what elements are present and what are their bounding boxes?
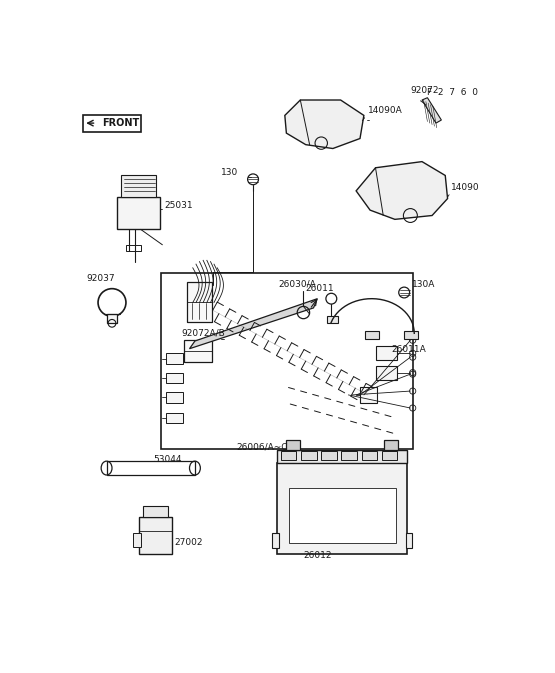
Bar [118,197,160,229]
Text: 130A: 130A [412,280,435,289]
Bar [107,314,118,323]
Text: 130: 130 [220,168,238,177]
Text: 14090A: 14090A [368,106,402,115]
Text: 26030/A: 26030/A [279,280,316,289]
Bar [273,533,279,548]
Text: 27002: 27002 [175,538,203,546]
Bar [382,451,397,460]
Bar [166,373,183,384]
Bar [361,451,377,460]
Bar [404,331,418,339]
Bar [107,461,195,475]
Bar [184,341,212,362]
Bar [161,273,413,449]
Polygon shape [422,98,441,123]
Bar [122,176,156,197]
Bar [139,518,171,555]
Text: 92072: 92072 [410,85,439,95]
Text: 92037: 92037 [87,275,115,283]
Polygon shape [356,162,447,219]
Bar [365,331,380,339]
Bar [166,353,183,364]
Text: 26011: 26011 [306,283,334,293]
Polygon shape [285,100,364,149]
Bar [166,413,183,423]
Bar [143,506,168,518]
Bar [187,302,212,322]
Bar [376,365,397,380]
Bar [187,282,212,322]
Bar [277,450,407,464]
Bar [406,533,412,548]
Bar [166,392,183,402]
Polygon shape [189,299,317,349]
Bar [286,440,300,450]
Bar [327,316,337,323]
Text: 14090: 14090 [451,184,480,192]
Text: 53044: 53044 [153,455,181,464]
Bar [133,533,140,546]
Text: F  2  7  6  0: F 2 7 6 0 [427,88,478,97]
Text: 92072A/B: 92072A/B [181,328,225,337]
Bar [301,451,316,460]
Bar [341,451,357,460]
Bar [281,451,296,460]
Bar [360,387,377,402]
Bar [184,351,212,362]
Bar [376,347,397,360]
Bar [321,451,337,460]
Polygon shape [83,114,140,132]
Bar [139,518,171,531]
Bar [384,440,398,450]
Text: 25031: 25031 [164,201,193,210]
Bar [277,464,407,555]
Text: 26006/A~C: 26006/A~C [236,442,287,451]
Text: 26011A: 26011A [391,345,426,354]
Text: 26012: 26012 [303,551,332,561]
Bar [126,245,142,251]
Text: FRONT: FRONT [102,118,139,129]
Bar [289,488,396,542]
